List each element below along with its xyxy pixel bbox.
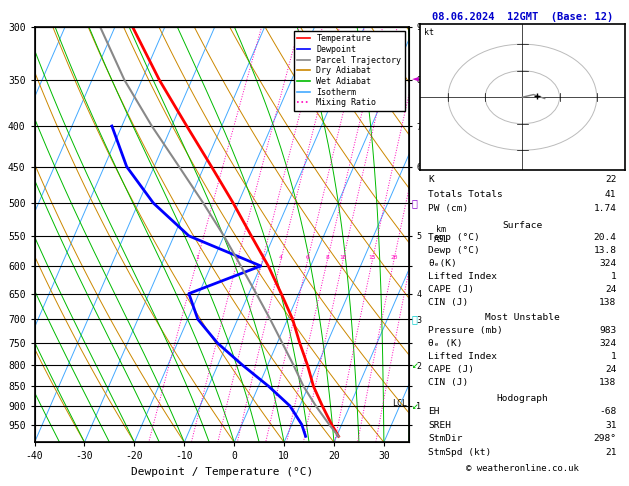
Text: 2: 2	[236, 255, 240, 260]
Text: 31: 31	[605, 421, 616, 430]
Text: 983: 983	[599, 326, 616, 335]
Text: kt: kt	[424, 28, 434, 37]
Text: StmDir: StmDir	[428, 434, 463, 443]
Legend: Temperature, Dewpoint, Parcel Trajectory, Dry Adiabat, Wet Adiabat, Isotherm, Mi: Temperature, Dewpoint, Parcel Trajectory…	[294, 31, 404, 110]
Text: 1: 1	[611, 352, 616, 361]
Text: 138: 138	[599, 298, 616, 307]
Text: 298°: 298°	[593, 434, 616, 443]
Text: ◄: ◄	[412, 75, 419, 85]
Text: CAPE (J): CAPE (J)	[428, 365, 474, 374]
Text: Totals Totals: Totals Totals	[428, 190, 503, 199]
Text: 21: 21	[605, 448, 616, 457]
Text: 15: 15	[369, 255, 376, 260]
Text: 1.74: 1.74	[593, 205, 616, 213]
Text: Hodograph: Hodograph	[496, 394, 548, 402]
Text: 1: 1	[611, 272, 616, 281]
Text: θₑ(K): θₑ(K)	[428, 259, 457, 268]
Text: Dewp (°C): Dewp (°C)	[428, 246, 480, 255]
Text: 20: 20	[390, 255, 398, 260]
Text: 4: 4	[279, 255, 282, 260]
Y-axis label: hPa: hPa	[0, 225, 3, 244]
Text: CIN (J): CIN (J)	[428, 378, 469, 387]
Text: ℒ: ℒ	[412, 314, 418, 324]
Text: 20.4: 20.4	[593, 233, 616, 243]
Text: 24: 24	[605, 365, 616, 374]
Text: Lifted Index: Lifted Index	[428, 352, 498, 361]
Text: θₑ (K): θₑ (K)	[428, 339, 463, 348]
Text: 𝄣: 𝄣	[412, 198, 418, 208]
Text: 324: 324	[599, 259, 616, 268]
Text: Pressure (mb): Pressure (mb)	[428, 326, 503, 335]
Text: Most Unstable: Most Unstable	[485, 313, 560, 322]
Text: Surface: Surface	[503, 221, 542, 229]
Text: 8: 8	[325, 255, 329, 260]
Text: StmSpd (kt): StmSpd (kt)	[428, 448, 492, 457]
Text: 3: 3	[260, 255, 264, 260]
Text: 41: 41	[605, 190, 616, 199]
Text: CIN (J): CIN (J)	[428, 298, 469, 307]
Text: CAPE (J): CAPE (J)	[428, 285, 474, 294]
Text: 24: 24	[605, 285, 616, 294]
Text: 324: 324	[599, 339, 616, 348]
Text: ↙: ↙	[412, 360, 419, 370]
Text: EH: EH	[428, 407, 440, 416]
Text: -68: -68	[599, 407, 616, 416]
Text: SREH: SREH	[428, 421, 452, 430]
Text: ↙: ↙	[412, 401, 419, 411]
Text: 138: 138	[599, 378, 616, 387]
Y-axis label: km
ASL: km ASL	[433, 225, 448, 244]
Text: 08.06.2024  12GMT  (Base: 12): 08.06.2024 12GMT (Base: 12)	[431, 12, 613, 22]
Text: 10: 10	[339, 255, 347, 260]
X-axis label: Dewpoint / Temperature (°C): Dewpoint / Temperature (°C)	[131, 467, 313, 477]
Text: K: K	[428, 175, 434, 184]
Text: LCL: LCL	[392, 399, 408, 408]
Text: PW (cm): PW (cm)	[428, 205, 469, 213]
Text: © weatheronline.co.uk: © weatheronline.co.uk	[466, 464, 579, 473]
Text: 6: 6	[306, 255, 309, 260]
Text: Lifted Index: Lifted Index	[428, 272, 498, 281]
Text: Temp (°C): Temp (°C)	[428, 233, 480, 243]
Text: 13.8: 13.8	[593, 246, 616, 255]
Text: 22: 22	[605, 175, 616, 184]
Text: 1: 1	[196, 255, 199, 260]
